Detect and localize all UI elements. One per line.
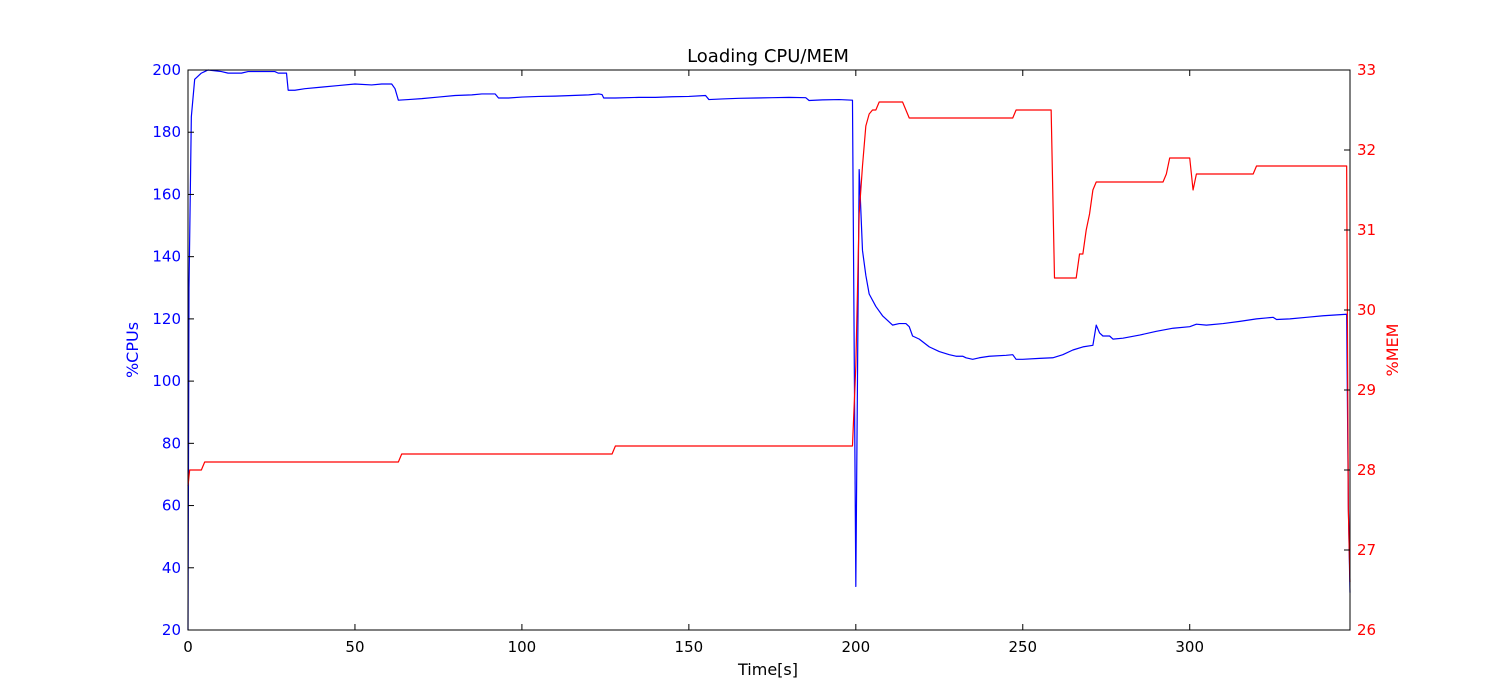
x-axis-label: Time[s] <box>737 660 798 679</box>
x-tick-label: 50 <box>345 638 364 656</box>
y-right-tick-label: 28 <box>1357 461 1376 479</box>
x-tick-label: 0 <box>183 638 193 656</box>
y-right-tick-label: 30 <box>1357 301 1376 319</box>
y-left-tick-label: 20 <box>162 621 181 639</box>
y-right-tick-label: 31 <box>1357 221 1376 239</box>
y-right-tick-label: 29 <box>1357 381 1376 399</box>
y-left-tick-label: 140 <box>152 248 181 266</box>
mem-series-line <box>187 101 1351 583</box>
x-tick-label: 150 <box>675 638 704 656</box>
y-right-tick-label: 26 <box>1357 621 1376 639</box>
y-left-tick-label: 100 <box>152 372 181 390</box>
y-axis-right-label: %MEM <box>1383 324 1402 377</box>
y-left-tick-label: 80 <box>162 434 181 452</box>
y-axis-right: 26 27 28 29 30 31 32 33 <box>1344 61 1376 639</box>
plot-frame <box>187 69 1351 631</box>
y-left-tick-label: 120 <box>152 310 181 328</box>
cpu-series-line <box>187 69 1351 631</box>
series-group <box>187 69 1351 631</box>
y-left-tick-label: 180 <box>152 123 181 141</box>
y-right-tick-label: 33 <box>1357 61 1376 79</box>
x-tick-label: 250 <box>1008 638 1037 656</box>
y-axis-left: 20 40 60 80 100 120 140 160 180 200 <box>152 61 194 639</box>
x-axis: 0 50 100 150 200 250 300 <box>183 70 1204 656</box>
chart-title: Loading CPU/MEM <box>687 46 849 67</box>
y-left-tick-label: 40 <box>162 559 181 577</box>
y-left-tick-label: 200 <box>152 61 181 79</box>
y-left-tick-label: 60 <box>162 497 181 515</box>
y-right-tick-label: 27 <box>1357 541 1376 559</box>
y-axis-left-label: %CPUs <box>123 322 142 378</box>
x-tick-label: 200 <box>841 638 870 656</box>
y-left-tick-label: 160 <box>152 185 181 203</box>
x-tick-label: 300 <box>1175 638 1204 656</box>
y-right-tick-label: 32 <box>1357 141 1376 159</box>
x-tick-label: 100 <box>508 638 537 656</box>
